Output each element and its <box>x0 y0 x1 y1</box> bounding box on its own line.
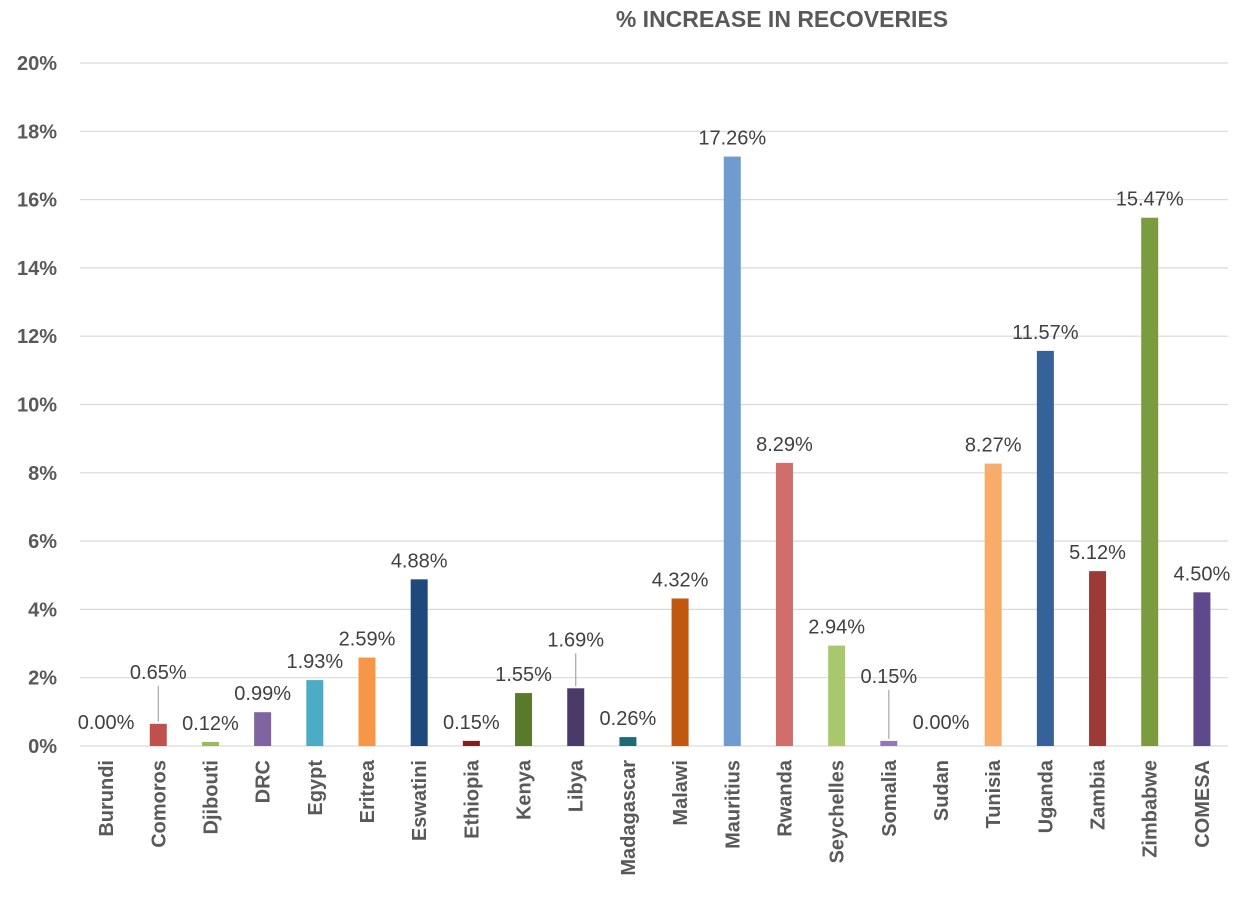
x-tick-label: Burundi <box>96 760 118 837</box>
data-label: 4.88% <box>391 550 448 572</box>
bar-somalia <box>880 740 898 746</box>
x-axis-ticks: Burundi Comoros Djibouti DRC Egypt Eritrea Esw… <box>96 759 1214 876</box>
bar-seychelles <box>828 645 846 746</box>
x-tick-label: Tunisia <box>983 759 1005 828</box>
x-tick-label: Zambia <box>1088 759 1110 830</box>
x-tick-label: Mauritius <box>722 760 744 849</box>
data-label: 0.99% <box>234 683 291 705</box>
y-tick-label: 0% <box>28 736 57 758</box>
bar-mauritius <box>723 156 741 747</box>
data-label: 0.12% <box>182 713 239 735</box>
x-tick-label: Rwanda <box>774 759 796 837</box>
data-label: 0.65% <box>130 662 187 684</box>
data-label: 0.26% <box>600 708 657 730</box>
x-tick-label: Egypt <box>305 760 327 816</box>
bars <box>149 156 1211 747</box>
data-label: 5.12% <box>1069 542 1126 564</box>
bar-drc <box>254 712 272 746</box>
data-label: 4.50% <box>1174 563 1231 585</box>
y-tick-label: 4% <box>28 599 57 621</box>
x-tick-label: Somalia <box>879 759 901 837</box>
x-tick-label: Madagascar <box>618 760 640 876</box>
data-label: 2.94% <box>808 617 865 639</box>
x-tick-label: Ethiopia <box>461 759 483 839</box>
y-tick-label: 6% <box>28 531 57 553</box>
y-tick-label: 2% <box>28 668 57 690</box>
y-tick-label: 18% <box>17 121 57 143</box>
data-label: 0.00% <box>78 712 135 734</box>
x-tick-label: Eswatini <box>409 760 431 841</box>
bar-tunisia <box>984 463 1002 746</box>
x-tick-label: Malawi <box>670 760 692 826</box>
y-tick-label: 10% <box>17 395 57 417</box>
x-tick-label: Seychelles <box>827 760 849 863</box>
data-label: 0.15% <box>860 666 917 688</box>
y-tick-label: 12% <box>17 326 57 348</box>
x-tick-label: Uganda <box>1035 759 1057 833</box>
bar-madagascar <box>619 737 637 746</box>
y-tick-label: 8% <box>28 463 57 485</box>
data-label: 4.32% <box>652 569 709 591</box>
bar-zambia <box>1089 571 1107 746</box>
bar-eritrea <box>358 657 376 746</box>
x-tick-label: Djibouti <box>200 760 222 834</box>
bar-libya <box>567 688 585 746</box>
bar-malawi <box>671 598 689 746</box>
bar-rwanda <box>775 462 793 746</box>
data-label: 8.29% <box>756 434 813 456</box>
y-tick-label: 14% <box>17 258 57 280</box>
data-label: 0.15% <box>443 712 500 734</box>
bar-comesa <box>1193 592 1211 746</box>
bar-eswatini <box>410 579 428 746</box>
data-label: 11.57% <box>1012 322 1079 344</box>
x-tick-label: DRC <box>253 760 275 803</box>
y-tick-label: 16% <box>17 190 57 212</box>
x-tick-label: COMESA <box>1192 760 1214 848</box>
gridlines <box>80 62 1228 747</box>
x-tick-label: Zimbabwe <box>1140 760 1162 858</box>
data-label: 1.69% <box>547 629 604 651</box>
bar-egypt <box>306 680 324 746</box>
data-label: 0.00% <box>913 712 970 734</box>
x-tick-label: Comoros <box>148 760 170 848</box>
bar-zimbabwe <box>1141 217 1159 747</box>
data-label: 17.26% <box>698 128 766 150</box>
x-tick-label: Kenya <box>514 759 536 820</box>
bar-ethiopia <box>462 740 480 746</box>
x-tick-label: Libya <box>566 759 588 812</box>
y-axis-ticks: 0% 2% 4% 6% 8% 10% 12% 14% 16% 18% 20% <box>17 53 57 758</box>
data-label: 1.55% <box>495 664 552 686</box>
x-tick-label: Sudan <box>931 760 953 821</box>
data-label: 2.59% <box>339 629 396 651</box>
data-labels: 0.00% 0.65% 0.12% 0.99% 1.93%2.59% 4.88% 0.15%… <box>78 128 1231 739</box>
bar-comoros <box>149 723 167 746</box>
data-label: 15.47% <box>1116 189 1184 211</box>
chart-title: % INCREASE IN RECOVERIES <box>616 6 948 32</box>
x-tick-label: Eritrea <box>357 759 379 823</box>
bar-uganda <box>1036 350 1054 746</box>
bar-kenya <box>515 693 533 746</box>
bar-djibouti <box>201 741 219 746</box>
y-tick-label: 20% <box>17 53 57 75</box>
data-label: 8.27% <box>965 435 1022 457</box>
data-label: 1.93% <box>286 651 343 673</box>
